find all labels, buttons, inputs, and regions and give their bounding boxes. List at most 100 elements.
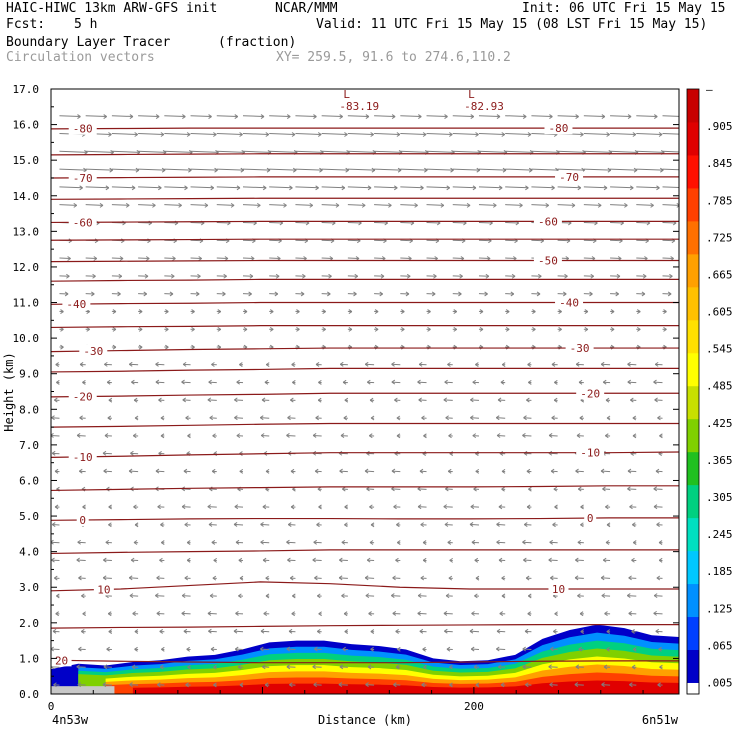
vector-arrow bbox=[627, 363, 637, 366]
vector-head bbox=[578, 648, 582, 652]
vector-head bbox=[128, 577, 133, 581]
vector-head bbox=[291, 613, 296, 617]
vector-head bbox=[182, 397, 187, 401]
vector-arrow bbox=[452, 168, 480, 171]
vector-head bbox=[654, 363, 659, 367]
vector-arrow bbox=[417, 381, 427, 384]
vector-head bbox=[550, 468, 555, 472]
vector-arrow bbox=[496, 417, 506, 419]
vector-arrow bbox=[496, 523, 506, 526]
vector-head bbox=[421, 684, 425, 688]
vector-head bbox=[419, 468, 424, 472]
vector-head bbox=[76, 666, 80, 670]
vector-arrow bbox=[548, 666, 558, 668]
vector-head bbox=[183, 468, 188, 472]
vector-head bbox=[526, 504, 531, 508]
vector-head bbox=[67, 258, 71, 261]
vector-head bbox=[103, 470, 107, 474]
vector-head bbox=[322, 309, 326, 313]
vector-arrow bbox=[347, 115, 369, 118]
vector-head bbox=[632, 648, 637, 652]
vector-head bbox=[208, 116, 212, 119]
vector-arrow bbox=[59, 150, 88, 153]
vector-arrow bbox=[400, 204, 418, 206]
vector-head bbox=[134, 646, 138, 650]
vector-head bbox=[327, 291, 331, 295]
vector-head bbox=[575, 468, 579, 472]
vector-head bbox=[68, 240, 73, 244]
vector-arrow bbox=[426, 168, 454, 171]
vector-head bbox=[250, 256, 255, 259]
vector-head bbox=[129, 593, 134, 597]
vector-head bbox=[243, 344, 248, 348]
vector-head bbox=[53, 684, 57, 688]
vector-head bbox=[64, 293, 69, 297]
vector-head bbox=[53, 682, 57, 686]
isotherm-label-bg bbox=[62, 298, 91, 311]
vector-head bbox=[213, 684, 217, 688]
vector-head bbox=[642, 273, 647, 277]
vector-head bbox=[637, 344, 641, 348]
vector-head bbox=[395, 666, 400, 670]
vector-head bbox=[484, 291, 488, 295]
vector-head bbox=[644, 256, 648, 259]
y-tick-label: 9.0 bbox=[19, 368, 39, 381]
vector-head bbox=[108, 629, 113, 632]
vector-head bbox=[417, 595, 422, 599]
vector-arrow bbox=[531, 168, 559, 171]
vector-head bbox=[628, 613, 632, 616]
vector-head bbox=[269, 344, 274, 348]
vector-head bbox=[473, 488, 477, 492]
vector-head bbox=[233, 628, 238, 632]
vector-head bbox=[292, 169, 297, 173]
vector-head bbox=[158, 185, 162, 189]
vector-head bbox=[447, 540, 452, 543]
vector-arrow bbox=[242, 150, 271, 153]
vector-head bbox=[605, 504, 609, 508]
vector-head bbox=[339, 361, 344, 365]
vector-head bbox=[472, 187, 477, 191]
colorbar-swatch bbox=[687, 616, 699, 650]
vector-head bbox=[444, 524, 449, 527]
colorbar-label: .905 bbox=[706, 120, 733, 133]
vector-head bbox=[108, 524, 112, 528]
vector-head bbox=[296, 326, 300, 330]
vector-arrow bbox=[321, 168, 349, 171]
vector-head bbox=[365, 684, 369, 688]
x-right-endpoint: 6n51w bbox=[642, 713, 679, 727]
vector-head bbox=[501, 134, 506, 137]
vector-head bbox=[528, 486, 532, 490]
vector-arrow bbox=[286, 541, 296, 544]
vector-head bbox=[391, 361, 395, 365]
vector-head bbox=[158, 187, 162, 191]
vector-head bbox=[235, 611, 239, 614]
vector-head bbox=[628, 575, 632, 579]
vector-arrow bbox=[418, 506, 427, 508]
vector-head bbox=[78, 577, 82, 581]
vector-head bbox=[125, 204, 130, 208]
vector-head bbox=[181, 595, 186, 599]
vector-head bbox=[265, 468, 270, 472]
vector-head bbox=[577, 595, 581, 599]
vector-head bbox=[406, 273, 411, 277]
isotherm-line bbox=[51, 581, 679, 592]
vector-head bbox=[134, 132, 138, 135]
vector-head bbox=[423, 664, 427, 668]
vector-arrow bbox=[610, 204, 628, 206]
vector-head bbox=[602, 488, 606, 492]
vector-head bbox=[476, 167, 481, 171]
vector-head bbox=[391, 468, 396, 472]
vector-head bbox=[627, 361, 631, 365]
vector-head bbox=[214, 167, 218, 171]
vector-arrow bbox=[77, 434, 86, 437]
vector-head bbox=[56, 486, 60, 490]
vector-head bbox=[345, 167, 349, 171]
vector-head bbox=[603, 185, 608, 189]
vector-head bbox=[358, 222, 362, 226]
vector-arrow bbox=[478, 168, 506, 171]
vector-head bbox=[313, 684, 317, 688]
isotherm-label: -80 bbox=[549, 122, 569, 135]
vector-head bbox=[395, 629, 399, 632]
y-tick-label: 7.0 bbox=[19, 439, 39, 452]
vector-head bbox=[318, 611, 322, 615]
